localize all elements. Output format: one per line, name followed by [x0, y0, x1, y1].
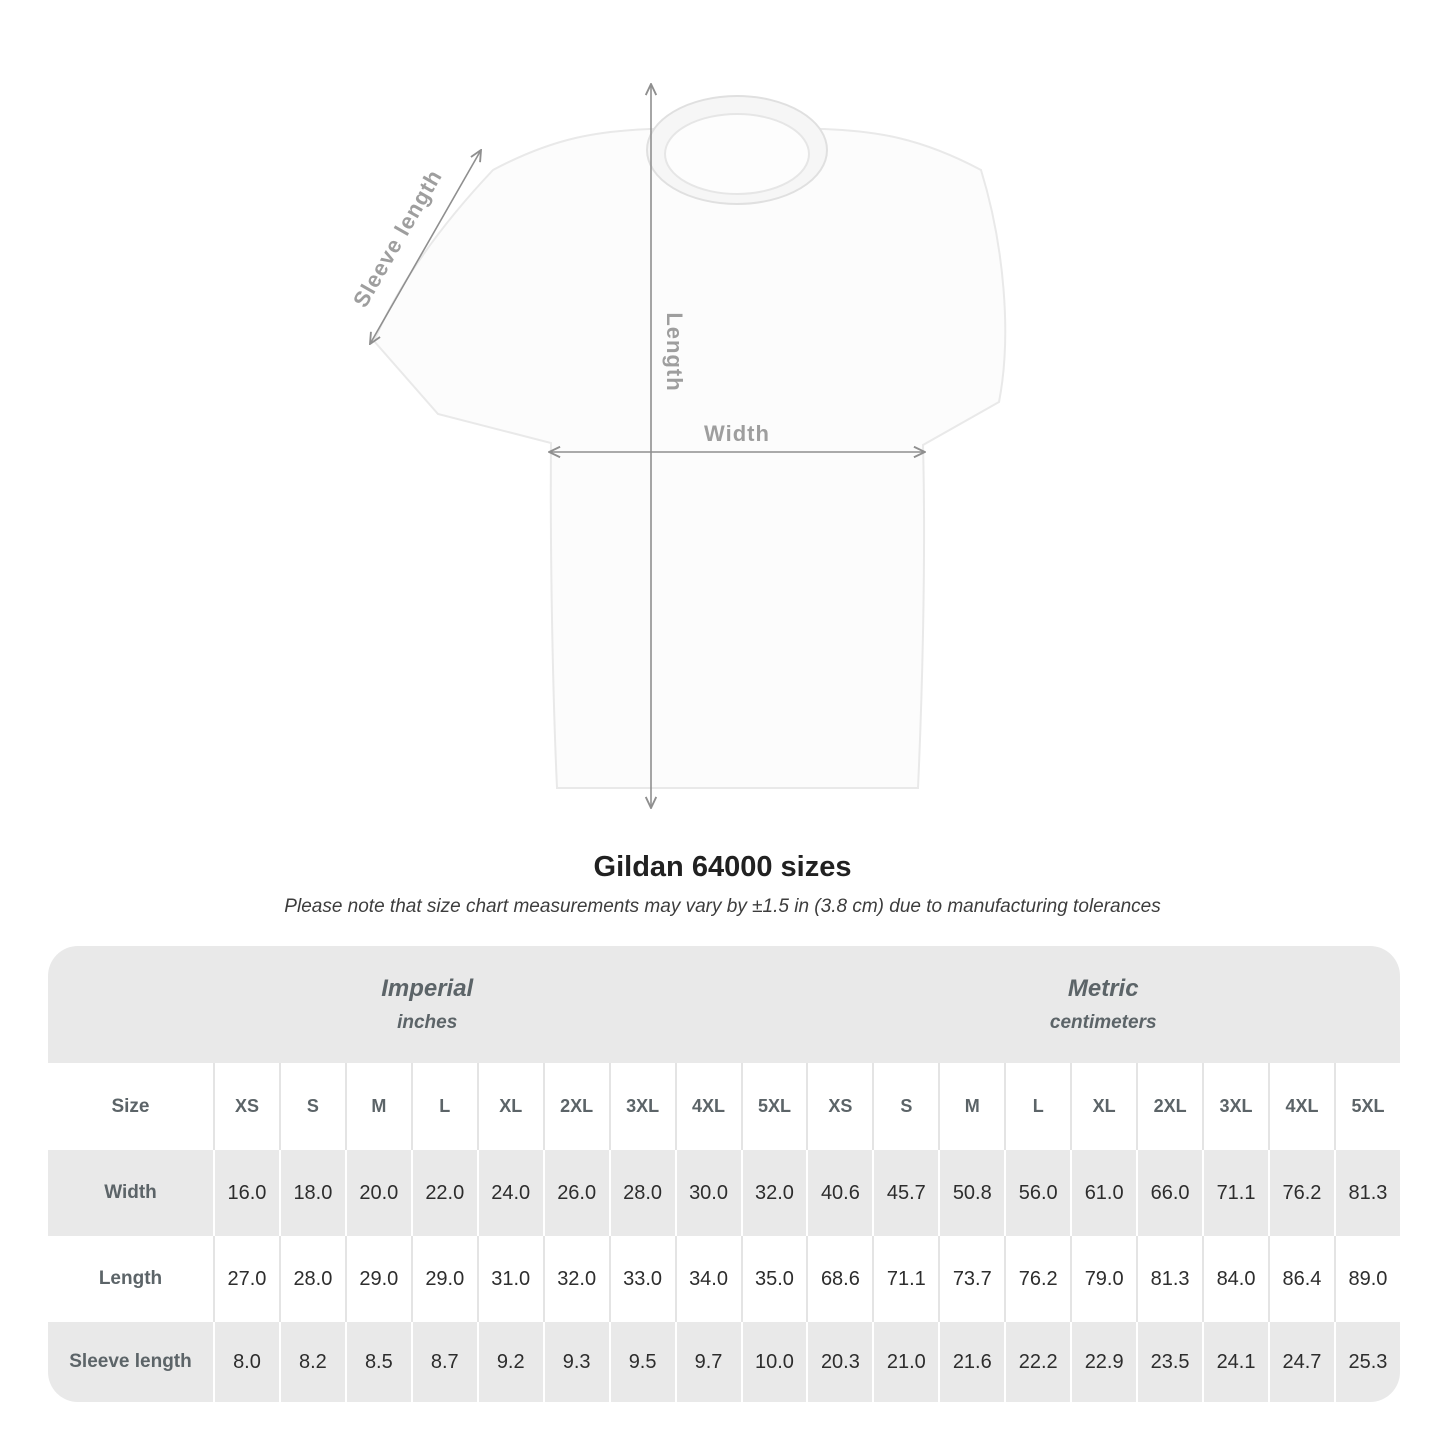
size-row-label: Size: [111, 1095, 150, 1117]
width-label: Width: [704, 421, 770, 446]
sleeve-length-arrow: [370, 150, 481, 344]
size-header-row: Size XS S M L XL 2XL 3XL 4XL 5XL XS S M …: [48, 1063, 1400, 1150]
length-value: 32.0: [542, 1236, 609, 1322]
size-chart-table: Imperial inches Metric centimeters Size …: [48, 946, 1400, 1402]
imperial-section-header: Imperial inches: [48, 946, 807, 1063]
size-col-header: M: [938, 1063, 1004, 1150]
sleeve-value: 8.2: [278, 1322, 345, 1402]
sleeve-length-row: Sleeve length 8.0 8.2 8.5 8.7 9.2 9.3 9.…: [48, 1322, 1400, 1402]
sleeve-value: 22.2: [1004, 1322, 1070, 1402]
tolerance-note: Please note that size chart measurements…: [284, 896, 1161, 917]
length-value: 84.0: [1202, 1236, 1268, 1322]
sleeve-value: 24.7: [1268, 1322, 1334, 1402]
width-value: 16.0: [213, 1150, 279, 1236]
tshirt-measurement-diagram: Sleeve length Length Width: [348, 0, 1007, 845]
width-value: 71.1: [1202, 1150, 1268, 1236]
sleeve-value: 21.6: [938, 1322, 1004, 1402]
metric-section-header: Metric centimeters: [806, 946, 1400, 1063]
size-col-header: L: [1004, 1063, 1070, 1150]
page-title: Gildan 64000 sizes: [593, 851, 852, 883]
length-row: Length 27.0 28.0 29.0 29.0 31.0 32.0 33.…: [48, 1236, 1400, 1322]
size-col-header: 5XL: [1333, 1063, 1400, 1150]
width-value: 40.6: [806, 1150, 872, 1236]
width-value: 30.0: [674, 1150, 741, 1236]
width-value: 56.0: [1004, 1150, 1070, 1236]
size-col-header: 2XL: [542, 1063, 609, 1150]
width-value: 18.0: [278, 1150, 345, 1236]
width-row: Width 16.0 18.0 20.0 22.0 24.0 26.0 28.0…: [48, 1150, 1400, 1236]
width-value: 22.0: [410, 1150, 477, 1236]
width-value: 24.0: [476, 1150, 543, 1236]
sleeve-value: 22.9: [1070, 1322, 1136, 1402]
sleeve-value: 24.1: [1202, 1322, 1268, 1402]
length-value: 29.0: [410, 1236, 477, 1322]
sleeve-value: 9.2: [476, 1322, 543, 1402]
length-value: 76.2: [1004, 1236, 1070, 1322]
size-col-header: XS: [806, 1063, 872, 1150]
length-row-label: Length: [98, 1268, 163, 1289]
width-value: 32.0: [740, 1150, 807, 1236]
units-header-row: Imperial inches Metric centimeters: [48, 946, 1400, 1063]
length-value: 68.6: [806, 1236, 872, 1322]
size-col-header: 4XL: [674, 1063, 741, 1150]
sleeve-value: 9.5: [608, 1322, 675, 1402]
width-value: 45.7: [872, 1150, 938, 1236]
width-value: 61.0: [1070, 1150, 1136, 1236]
imperial-unit: inches: [397, 1012, 458, 1033]
length-value: 33.0: [608, 1236, 675, 1322]
width-value: 76.2: [1268, 1150, 1334, 1236]
size-col-header: 5XL: [740, 1063, 807, 1150]
size-col-header: 2XL: [1136, 1063, 1202, 1150]
imperial-title: Imperial: [381, 975, 474, 1002]
sleeve-value: 9.7: [674, 1322, 741, 1402]
width-value: 20.0: [344, 1150, 411, 1236]
length-label: Length: [662, 312, 687, 391]
sleeve-value: 8.7: [410, 1322, 477, 1402]
size-col-header: S: [872, 1063, 938, 1150]
length-value: 86.4: [1268, 1236, 1334, 1322]
width-value: 50.8: [938, 1150, 1004, 1236]
length-value: 79.0: [1070, 1236, 1136, 1322]
width-value: 66.0: [1136, 1150, 1202, 1236]
size-col-header: S: [278, 1063, 345, 1150]
metric-title: Metric: [1067, 975, 1139, 1002]
size-col-header: 3XL: [608, 1063, 675, 1150]
sleeve-row-label: Sleeve length: [69, 1351, 192, 1372]
width-value: 26.0: [542, 1150, 609, 1236]
sleeve-value: 20.3: [806, 1322, 872, 1402]
size-col-header: XL: [1070, 1063, 1136, 1150]
sleeve-value: 9.3: [542, 1322, 609, 1402]
tshirt-image: [372, 95, 1007, 789]
sleeve-value: 25.3: [1333, 1322, 1400, 1402]
width-row-label: Width: [104, 1182, 157, 1203]
sleeve-value: 21.0: [872, 1322, 938, 1402]
sleeve-value: 8.5: [344, 1322, 411, 1402]
size-col-header: XL: [476, 1063, 543, 1150]
length-value: 29.0: [344, 1236, 411, 1322]
width-value: 81.3: [1333, 1150, 1400, 1236]
length-value: 28.0: [278, 1236, 345, 1322]
length-value: 31.0: [476, 1236, 543, 1322]
width-value: 28.0: [608, 1150, 675, 1236]
length-value: 73.7: [938, 1236, 1004, 1322]
size-col-header: M: [344, 1063, 411, 1150]
sleeve-value: 10.0: [740, 1322, 807, 1402]
sleeve-value: 8.0: [213, 1322, 279, 1402]
length-value: 34.0: [674, 1236, 741, 1322]
length-value: 81.3: [1136, 1236, 1202, 1322]
sleeve-value: 23.5: [1136, 1322, 1202, 1402]
metric-unit: centimeters: [1049, 1012, 1157, 1033]
length-value: 35.0: [740, 1236, 807, 1322]
collar-inner: [664, 113, 810, 195]
size-col-header: XS: [213, 1063, 279, 1150]
size-col-header: 4XL: [1268, 1063, 1334, 1150]
size-col-header: 3XL: [1202, 1063, 1268, 1150]
length-value: 27.0: [213, 1236, 279, 1322]
length-value: 89.0: [1333, 1236, 1400, 1322]
size-col-header: L: [410, 1063, 477, 1150]
length-value: 71.1: [872, 1236, 938, 1322]
